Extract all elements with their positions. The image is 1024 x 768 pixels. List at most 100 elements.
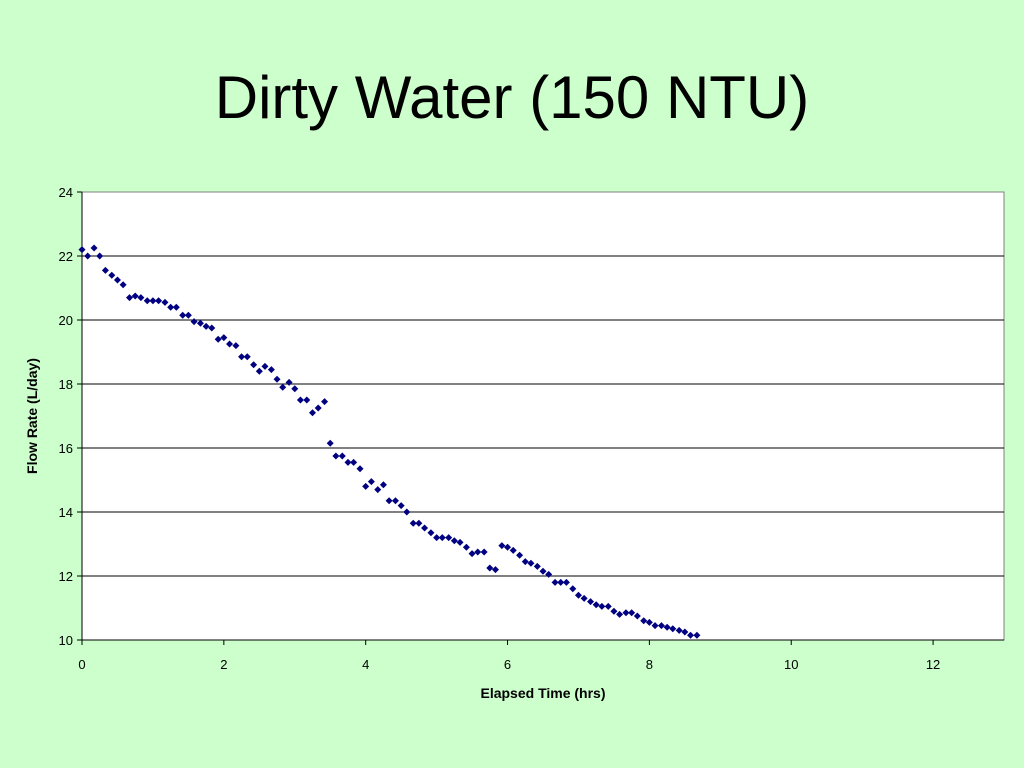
data-point-marker [101, 266, 109, 274]
data-point-marker [90, 244, 98, 252]
data-point-marker [397, 502, 405, 510]
data-point-marker [296, 396, 304, 404]
data-point-marker [415, 519, 423, 527]
data-point-marker [533, 562, 541, 570]
data-point-marker [309, 409, 316, 417]
data-point-marker [633, 612, 641, 620]
data-point-marker [610, 607, 618, 615]
data-point-marker [480, 548, 488, 556]
data-point-marker [486, 564, 494, 572]
data-point-marker [438, 534, 446, 542]
data-point-marker [232, 342, 240, 350]
data-point-marker [261, 362, 269, 370]
data-point-marker [250, 361, 258, 369]
data-point-marker [344, 458, 352, 466]
data-point-marker [663, 623, 671, 631]
x-tick-label: 12 [926, 657, 940, 672]
data-point-marker [527, 559, 535, 567]
data-point-marker [587, 598, 595, 606]
data-point-marker [462, 543, 470, 551]
data-point-marker [243, 353, 251, 361]
data-point-marker [78, 246, 86, 254]
data-point-marker [687, 631, 695, 639]
gridlines [82, 255, 1004, 577]
data-point-marker [238, 353, 246, 361]
data-point-marker [119, 281, 127, 289]
data-point-marker [681, 628, 689, 636]
data-point-marker [321, 398, 329, 406]
y-tick-label: 24 [59, 185, 73, 200]
data-point-marker [445, 534, 453, 542]
data-point-marker [504, 543, 512, 551]
data-point-marker [374, 486, 382, 494]
data-point-marker [131, 292, 139, 300]
data-point-marker [226, 340, 234, 348]
data-point-marker [196, 319, 204, 327]
y-tick-label: 14 [59, 505, 73, 520]
data-point-marker [675, 626, 683, 634]
data-point-marker [569, 585, 577, 593]
data-point-marker [291, 385, 299, 393]
y-tick-label: 16 [59, 441, 73, 456]
data-point-marker [628, 609, 636, 617]
x-tick-label: 4 [362, 657, 369, 672]
data-point-marker [143, 297, 151, 305]
x-tick-label: 8 [646, 657, 653, 672]
data-point-marker [433, 534, 441, 542]
y-tick-label: 22 [59, 249, 73, 264]
data-point-marker [657, 622, 665, 630]
data-point-marker [574, 591, 582, 599]
data-point-marker [604, 602, 612, 610]
data-point-marker [149, 297, 157, 305]
data-point-marker [362, 482, 370, 490]
data-point-marker [279, 383, 287, 391]
data-point-marker [616, 610, 624, 618]
plot-area [81, 191, 1005, 641]
x-axis-ticks: 0 2 4 6 8 10 12 [78, 639, 1004, 672]
data-point-marker [208, 324, 216, 332]
data-point-marker [137, 294, 145, 302]
data-point-marker [326, 439, 334, 447]
slide-title: Dirty Water (150 NTU) [214, 64, 810, 131]
data-point-marker [96, 252, 104, 260]
data-point-marker [403, 508, 411, 516]
data-point-marker [108, 271, 116, 279]
data-point-marker [509, 546, 517, 554]
data-point-marker [545, 570, 553, 578]
data-point-marker [220, 334, 228, 342]
data-point-marker [521, 558, 529, 566]
data-point-marker [167, 303, 175, 311]
data-point-marker [421, 524, 429, 532]
data-point-marker [214, 335, 222, 343]
data-point-marker [367, 478, 375, 486]
data-point-marker [332, 452, 340, 460]
x-tick-label: 10 [784, 657, 798, 672]
x-tick-label: 2 [220, 657, 227, 672]
data-point-marker [640, 617, 648, 625]
data-point-marker [516, 551, 524, 559]
data-point-marker [267, 366, 275, 374]
data-point-marker [468, 550, 476, 558]
y-tick-label: 10 [59, 633, 73, 648]
data-point-marker [113, 276, 121, 284]
x-tick-label: 0 [78, 657, 85, 672]
data-point-marker [474, 548, 482, 556]
data-point-marker [592, 601, 600, 609]
data-point-marker [126, 294, 134, 302]
data-point-marker [184, 311, 192, 319]
data-point-marker [645, 618, 653, 626]
data-point-marker [693, 631, 701, 639]
data-point-marker [491, 566, 499, 574]
data-point-marker [409, 519, 417, 527]
data-point-marker [669, 625, 677, 633]
data-point-marker [450, 537, 458, 545]
data-point-marker [379, 481, 387, 489]
data-point-marker [172, 303, 180, 311]
data-point-marker [551, 578, 559, 586]
x-axis-label: Elapsed Time (hrs) [480, 685, 605, 701]
data-point-marker [651, 622, 659, 630]
data-points [78, 244, 701, 639]
data-point-marker [456, 538, 464, 546]
data-point-marker [161, 298, 169, 306]
